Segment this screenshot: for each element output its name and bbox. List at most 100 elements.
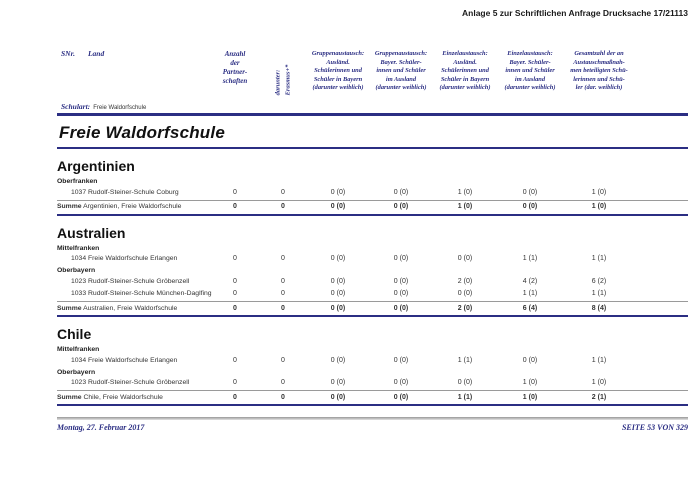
header-einzelaustausch-bayer: Einzelaustausch: Bayer. Schüler- innen u…: [504, 50, 556, 92]
sum-label: Summe Argentinien, Freie Waldorfschule: [57, 203, 182, 210]
region-heading: Mittelfranken: [57, 346, 100, 353]
document-title: Anlage 5 zur Schriftlichen Anfrage Druck…: [462, 8, 688, 18]
value-cell: 1 (1): [591, 356, 607, 364]
school-name: 1034 Freie Waldorfschule Erlangen: [71, 356, 178, 364]
sum-value-cell: 0 (0): [330, 304, 346, 312]
value-cell: 1 (0): [591, 379, 607, 386]
sum-row: Summe Argentinien, Freie Waldorfschule 0 0…: [57, 199, 688, 216]
value-cell: 0: [281, 290, 285, 297]
value-cell: 0: [281, 188, 285, 196]
value-cell: 1 (1): [591, 290, 607, 297]
value-cell: 1 (1): [457, 356, 473, 364]
page-footer: Montag, 27. Februar 2017 SEITE 53 VON 32…: [57, 417, 688, 432]
page-content: Anlage 5 zur Schriftlichen Anfrage Druck…: [57, 8, 688, 406]
school-row: 1023 Rudolf-Steiner-Schule Gröbenzell 0 0 0…: [57, 275, 688, 288]
sum-label-bold: Summe: [57, 203, 82, 210]
value-cell: 0 (0): [330, 188, 346, 196]
school-name: 1037 Rudolf-Steiner-Schule Coburg: [71, 188, 179, 196]
value-cell: 0: [233, 379, 237, 386]
header-erasmus-cell: darunter: Erasmus+*: [260, 49, 306, 111]
sum-value-cell: 1 (0): [457, 203, 473, 210]
value-cell: 0 (0): [457, 255, 473, 262]
value-cell: 0 (0): [522, 356, 538, 364]
school-name: 1023 Rudolf-Steiner-Schule Gröbenzell: [71, 277, 190, 285]
header-snr-land: SNr. Land: [61, 49, 210, 58]
country-heading: Chile: [57, 326, 92, 342]
value-cell: 0 (0): [330, 290, 346, 297]
sum-value-cell: 0 (0): [393, 304, 409, 312]
sum-value-cell: 0: [233, 393, 237, 401]
footer-row: Montag, 27. Februar 2017 SEITE 53 VON 32…: [57, 423, 688, 432]
country-section: Chile Mittelfranken 1034 Freie Waldorfschu…: [57, 326, 688, 406]
country-section: Argentinien Oberfranken 1037 Rudolf-Steine…: [57, 158, 688, 216]
value-cell: 0 (0): [393, 188, 409, 196]
value-cell: 0: [233, 356, 237, 364]
school-name: 1034 Freie Waldorfschule Erlangen: [71, 255, 178, 262]
sum-value-cell: 0 (0): [393, 393, 409, 401]
sum-value-cell: 0 (0): [393, 203, 409, 210]
value-cell: 0: [233, 188, 237, 196]
schulart-label: Schulart:: [61, 102, 91, 111]
value-cell: 0: [281, 379, 285, 386]
value-cell: 0: [233, 290, 237, 297]
footer-divider: [57, 417, 688, 420]
value-cell: 1 (1): [522, 290, 538, 297]
sum-value-cell: 2 (1): [591, 393, 607, 401]
school-row: 1034 Freie Waldorfschule Erlangen 0 0 0 (0)…: [57, 354, 688, 367]
value-cell: 0 (0): [393, 277, 409, 285]
school-row: 1033 Rudolf-Steiner-Schule München-Daglf…: [57, 288, 688, 301]
school-row: 1034 Freie Waldorfschule Erlangen 0 0 0 (0)…: [57, 253, 688, 266]
value-cell: 1 (0): [591, 188, 607, 196]
table-header: SNr. Land Schulart: Freie Waldorfschule A…: [57, 49, 688, 116]
header-land: Land: [87, 49, 105, 58]
sum-value-cell: 0 (0): [330, 203, 346, 210]
country-section: Australien Mittelfranken 1034 Freie Waldor…: [57, 225, 688, 317]
value-cell: 0 (0): [457, 379, 473, 386]
value-cell: 6 (2): [591, 277, 607, 285]
value-cell: 0 (0): [330, 277, 346, 285]
value-cell: 1 (1): [591, 255, 607, 262]
school-name: 1023 Rudolf-Steiner-Schule Gröbenzell: [71, 379, 190, 386]
sum-row: Summe Chile, Freie Waldorfschule 0 0 0 (0) 0…: [57, 390, 688, 406]
sum-label: Summe Chile, Freie Waldorfschule: [57, 393, 163, 401]
country-sections: Argentinien Oberfranken 1037 Rudolf-Steine…: [57, 158, 688, 406]
sum-value-cell: 2 (0): [457, 304, 473, 312]
sum-label-bold: Summe: [57, 393, 82, 401]
sum-value-cell: 6 (4): [522, 304, 538, 312]
sum-value-cell: 0: [281, 393, 285, 401]
schulart-value: Freie Waldorfschule: [93, 105, 147, 111]
value-cell: 0 (0): [393, 290, 409, 297]
value-cell: 0 (0): [522, 188, 538, 196]
value-cell: 1 (1): [522, 255, 538, 262]
value-cell: 0 (0): [393, 356, 409, 364]
sum-value-cell: 0: [233, 304, 237, 312]
header-spacer: [636, 49, 688, 111]
sum-value-cell: 1 (0): [591, 203, 607, 210]
sum-value-cell: 8 (4): [591, 304, 607, 312]
header-gruppenaustausch-bayer: Gruppenaustausch: Bayer. Schüler- innen …: [374, 50, 428, 92]
header-gruppenaustausch-auslaend: Gruppenaustausch: Ausländ. Schülerinnen …: [311, 50, 365, 92]
footer-date: Montag, 27. Februar 2017: [57, 423, 145, 432]
schulart-line: Schulart: Freie Waldorfschule: [61, 102, 210, 111]
region-heading: Mittelfranken: [57, 244, 100, 252]
sum-value-cell: 0: [281, 304, 285, 312]
sum-value-cell: 1 (0): [522, 393, 538, 401]
sum-row: Summe Australien, Freie Waldorfschule 0 0 0…: [57, 301, 688, 317]
value-cell: 1 (0): [457, 188, 473, 196]
header-gesamtzahl: Gesamtzahl der an Austauschmaßnah- men b…: [570, 50, 628, 92]
sum-value-cell: 0 (0): [522, 203, 538, 210]
sum-value-cell: 0 (0): [330, 393, 346, 401]
value-cell: 0: [233, 277, 237, 285]
value-cell: 0 (0): [457, 290, 473, 297]
footer-page-number: SEITE 53 VON 329: [621, 423, 688, 432]
sum-label: Summe Australien, Freie Waldorfschule: [57, 304, 178, 312]
value-cell: 0 (0): [330, 255, 346, 262]
value-cell: 0: [233, 255, 237, 262]
school-name: 1033 Rudolf-Steiner-Schule München-Daglf…: [71, 290, 212, 297]
sum-label-bold: Summe: [57, 304, 82, 312]
value-cell: 0: [281, 255, 285, 262]
region-heading: Oberbayern: [57, 368, 96, 376]
value-cell: 0 (0): [393, 379, 409, 386]
header-id-land-cell: SNr. Land Schulart: Freie Waldorfschule: [57, 49, 210, 111]
sum-value-cell: 0: [281, 203, 285, 210]
